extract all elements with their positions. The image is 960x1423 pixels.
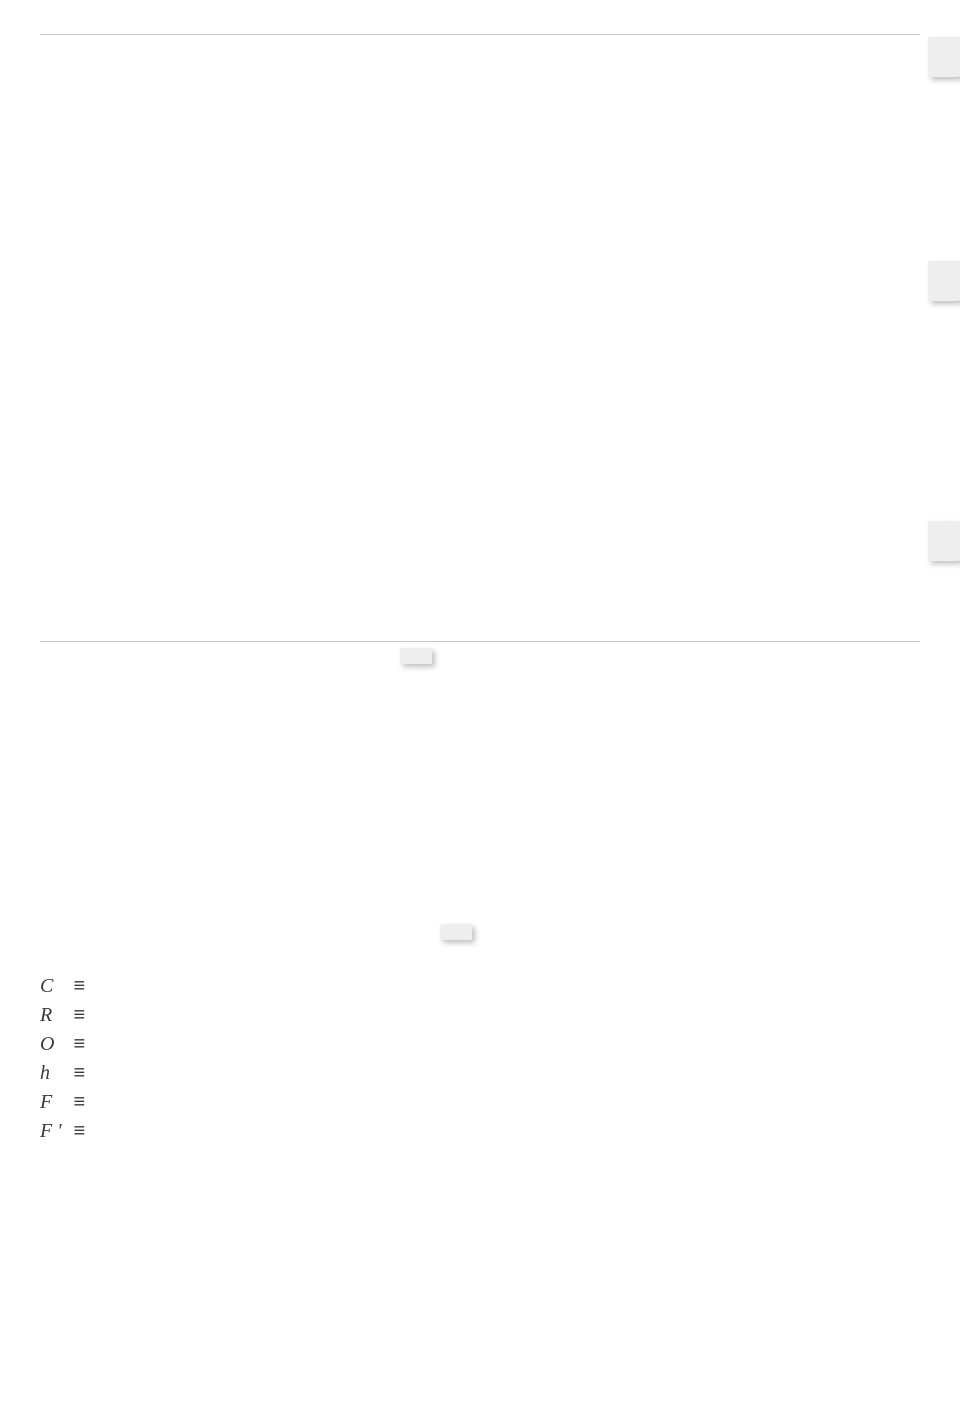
diagram3-svg <box>40 654 780 914</box>
badge-concave <box>400 648 432 664</box>
badge-convex <box>928 37 960 77</box>
badge-real-upright <box>928 521 960 561</box>
rule-1 <box>40 34 920 35</box>
rule-2 <box>40 641 920 642</box>
diagram-convex-inverted <box>40 47 920 267</box>
diagram1-svg <box>40 47 740 267</box>
badge-real-inverted <box>928 261 960 301</box>
diagram2-svg <box>40 317 740 527</box>
legend: C ≡ R ≡ O ≡ h ≡ F ≡ F ' ≡ <box>40 972 920 1146</box>
diagram-concave-virtual <box>40 654 920 914</box>
badge-virtual <box>440 924 472 940</box>
diagram-convex-upright <box>40 317 920 527</box>
